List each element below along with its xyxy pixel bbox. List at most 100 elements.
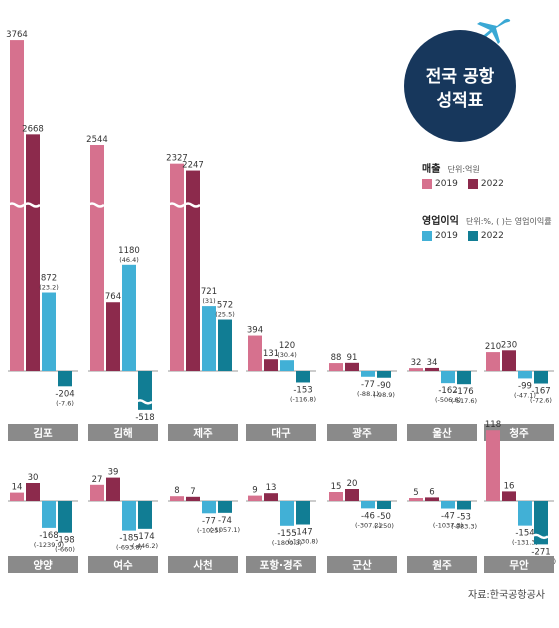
rate-label: (-446.2) xyxy=(132,542,158,550)
source-note: 자료:한국공항공사 xyxy=(468,590,545,601)
bar-profit-2022 xyxy=(457,371,471,385)
rate-label: (-1025) xyxy=(197,526,221,534)
axis-break-mark xyxy=(87,202,105,208)
data-label: 14 xyxy=(12,483,23,493)
bar-sales-2019 xyxy=(170,163,184,371)
bar-sales-2022 xyxy=(264,493,278,501)
bar-profit-2019 xyxy=(202,306,216,371)
category-label: 김포 xyxy=(33,428,53,440)
data-label: 120 xyxy=(279,341,295,351)
rate-label: (-131.3) xyxy=(512,539,538,547)
data-label: -77 xyxy=(361,380,375,390)
sales-2019-swatch xyxy=(422,179,432,189)
data-label: 91 xyxy=(347,353,358,363)
data-label: 30 xyxy=(28,473,39,483)
rate-label: (-883.3) xyxy=(451,522,477,530)
title-line1: 전국 공항 xyxy=(425,67,495,87)
profit-2019-swatch xyxy=(422,231,432,241)
data-label: -518 xyxy=(135,413,154,423)
data-label: 2247 xyxy=(182,161,204,171)
rate-label: (-7.6) xyxy=(56,399,74,407)
profit-legend-title: 영업이익 xyxy=(422,216,459,227)
bar-profit-2022 xyxy=(218,501,232,513)
data-label: 7 xyxy=(190,487,195,497)
bar-profit-2022 xyxy=(457,501,471,510)
category-label: 청주 xyxy=(509,427,529,440)
category-label: 여수 xyxy=(113,559,133,572)
bar-sales-2022 xyxy=(26,483,40,501)
category-label-bar xyxy=(88,424,158,441)
bar-profit-2019 xyxy=(518,371,532,379)
rate-label: (-250) xyxy=(374,522,394,530)
bar-profit-2019 xyxy=(280,501,294,526)
bar-profit-2019 xyxy=(42,292,56,371)
axis-break-mark xyxy=(135,399,153,405)
data-label: 764 xyxy=(105,292,121,302)
rate-label: (46.4) xyxy=(119,256,139,264)
bar-sales-2019 xyxy=(329,363,343,371)
title-line2: 성적표 xyxy=(436,91,484,111)
axis-break-mark xyxy=(183,202,201,208)
sales-2022-label: 2022 xyxy=(480,179,504,189)
bar-profit-2022 xyxy=(58,371,72,387)
category-label-bar xyxy=(8,424,78,441)
bar-profit-2022 xyxy=(296,501,310,525)
category-label: 포항·경주 xyxy=(260,559,303,572)
rate-label: (-47.1) xyxy=(514,391,536,399)
data-label: 16 xyxy=(504,481,515,491)
rate-label: (-1809.3) xyxy=(272,539,302,547)
rate-label: (25.5) xyxy=(215,311,235,319)
axis-break-mark xyxy=(23,202,41,208)
data-label: 88 xyxy=(331,353,342,363)
bar-profit-2019 xyxy=(280,360,294,371)
category-label-bar xyxy=(168,556,238,573)
data-label: 8 xyxy=(174,486,179,496)
bar-sales-2022 xyxy=(345,489,359,501)
data-label: -204 xyxy=(55,389,74,399)
bar-sales-2022 xyxy=(425,367,439,371)
rate-label: (-88.1) xyxy=(357,390,379,398)
data-label: 39 xyxy=(108,468,119,478)
rate-label: (-660) xyxy=(55,546,75,554)
data-label: -155 xyxy=(277,529,296,539)
data-label: -168 xyxy=(39,531,58,541)
bar-sales-2022 xyxy=(264,359,278,371)
category-label: 제주 xyxy=(193,427,213,440)
sales-legend-unit: 단위:억원 xyxy=(447,165,480,174)
data-label: 13 xyxy=(266,483,277,493)
rate-label: (-307.2) xyxy=(355,521,381,529)
data-label: -90 xyxy=(377,381,391,391)
data-label: 2327 xyxy=(166,154,188,164)
bar-sales-2019 xyxy=(329,492,343,501)
data-label: -147 xyxy=(293,528,312,538)
data-label: 572 xyxy=(217,301,233,311)
bar-sales-2022 xyxy=(106,477,120,501)
bar-sales-2019 xyxy=(248,495,262,501)
rate-label: (31) xyxy=(202,297,215,305)
bar-profit-2019 xyxy=(202,501,216,514)
data-label: 2668 xyxy=(22,124,44,134)
sales-legend: 매출 단위:억원 2019 2022 xyxy=(422,160,514,189)
data-label: -74 xyxy=(218,516,232,526)
data-label: 3764 xyxy=(6,30,28,40)
data-label: 6 xyxy=(429,487,434,497)
data-label: 118 xyxy=(485,420,501,430)
category-label-bar xyxy=(327,556,397,573)
profit-2022-swatch xyxy=(467,231,478,241)
category-label-bar xyxy=(327,424,397,441)
data-label: -53 xyxy=(457,512,471,522)
bar-profit-2019 xyxy=(441,371,455,384)
rate-label: (23.2) xyxy=(39,284,59,292)
category-label-bar xyxy=(246,424,316,441)
data-label: 872 xyxy=(41,274,57,284)
bar-sales-2019 xyxy=(409,498,423,501)
data-label: 1180 xyxy=(118,246,140,256)
category-label: 사천 xyxy=(193,559,212,572)
sales-2022-swatch xyxy=(467,179,478,189)
bar-profit-2019 xyxy=(361,501,375,509)
bar-sales-2019 xyxy=(248,335,262,371)
category-label: 군산 xyxy=(352,559,372,572)
bar-profit-2022 xyxy=(296,371,310,383)
category-label-bar xyxy=(484,424,554,441)
data-label: 721 xyxy=(201,287,217,297)
